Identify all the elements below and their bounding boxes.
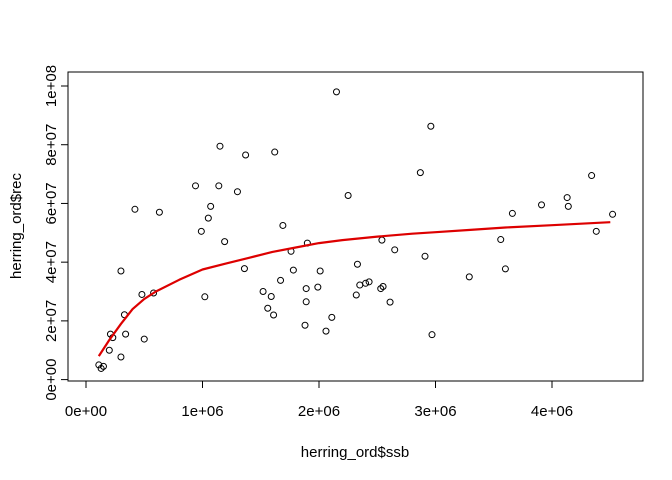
data-point <box>386 298 394 306</box>
fit-line-group <box>97 221 611 357</box>
data-point <box>197 227 205 235</box>
data-point <box>215 182 223 190</box>
data-point <box>138 290 146 298</box>
data-point <box>207 202 215 210</box>
data-point <box>377 285 385 293</box>
data-point <box>427 122 435 130</box>
data-point <box>322 327 330 335</box>
data-point <box>117 353 125 361</box>
data-point <box>289 266 297 274</box>
y-tick-label: 8e+07 <box>43 124 60 166</box>
data-point <box>344 192 352 200</box>
data-point <box>192 182 200 190</box>
data-point <box>332 88 340 96</box>
data-point <box>221 238 229 246</box>
plot-box <box>67 71 644 382</box>
x-tick-label: 3e+06 <box>414 403 456 420</box>
data-point <box>497 236 505 244</box>
data-point <box>259 288 267 296</box>
data-point <box>131 205 139 213</box>
data-point <box>563 194 571 202</box>
data-point <box>122 330 130 338</box>
y-tick-label: 2e+07 <box>43 300 60 342</box>
data-point <box>316 267 324 275</box>
data-point <box>328 313 336 321</box>
x-tick-label: 1e+06 <box>181 403 223 420</box>
y-axis-label: herring_ord$rec <box>8 173 25 279</box>
data-point <box>117 267 125 275</box>
x-axis-label: herring_ord$ssb <box>301 444 409 461</box>
x-tick-label: 0e+00 <box>65 403 107 420</box>
data-point <box>362 279 370 287</box>
y-tick-label: 6e+07 <box>43 182 60 224</box>
data-point <box>240 265 248 273</box>
data-point <box>270 311 278 319</box>
data-point <box>592 227 600 235</box>
data-point <box>201 293 209 301</box>
data-point <box>271 148 279 156</box>
data-point <box>501 265 509 273</box>
data-point <box>267 293 275 301</box>
data-point <box>302 298 310 306</box>
data-point <box>564 202 572 210</box>
data-point <box>242 151 250 159</box>
data-point <box>99 362 107 370</box>
fit-line <box>97 221 611 357</box>
y-tick-label: 0e+00 <box>43 359 60 401</box>
data-point <box>391 246 399 254</box>
x-tick-label: 2e+06 <box>298 403 340 420</box>
data-point <box>609 210 617 218</box>
data-point <box>233 188 241 196</box>
data-point <box>352 291 360 299</box>
data-point <box>538 201 546 209</box>
data-point <box>302 285 310 293</box>
data-point <box>155 208 163 216</box>
data-point <box>353 260 361 268</box>
data-point <box>379 283 387 291</box>
data-point <box>216 142 224 150</box>
y-axis: 0e+00 2e+07 4e+07 6e+07 8e+07 1e+08 <box>43 65 69 401</box>
data-point <box>356 281 364 289</box>
data-point <box>264 304 272 312</box>
y-tick-label: 1e+08 <box>43 65 60 107</box>
data-point <box>314 283 322 291</box>
data-point <box>416 169 424 177</box>
data-point <box>301 321 309 329</box>
data-point <box>465 273 473 281</box>
y-tick-label: 4e+07 <box>43 241 60 283</box>
data-point <box>279 221 287 229</box>
data-point <box>378 236 386 244</box>
data-point <box>150 289 158 297</box>
data-point <box>97 364 105 372</box>
data-point <box>95 361 103 369</box>
data-points <box>95 88 617 372</box>
data-point <box>421 252 429 260</box>
data-point <box>588 172 596 180</box>
data-point <box>204 214 212 222</box>
x-axis: 0e+00 1e+06 2e+06 3e+06 4e+06 <box>65 380 573 420</box>
data-point <box>140 335 148 343</box>
data-point <box>277 276 285 284</box>
data-point <box>365 278 373 286</box>
data-point <box>508 209 516 217</box>
data-point <box>428 331 436 339</box>
data-point <box>105 346 113 354</box>
x-tick-label: 4e+06 <box>531 403 573 420</box>
